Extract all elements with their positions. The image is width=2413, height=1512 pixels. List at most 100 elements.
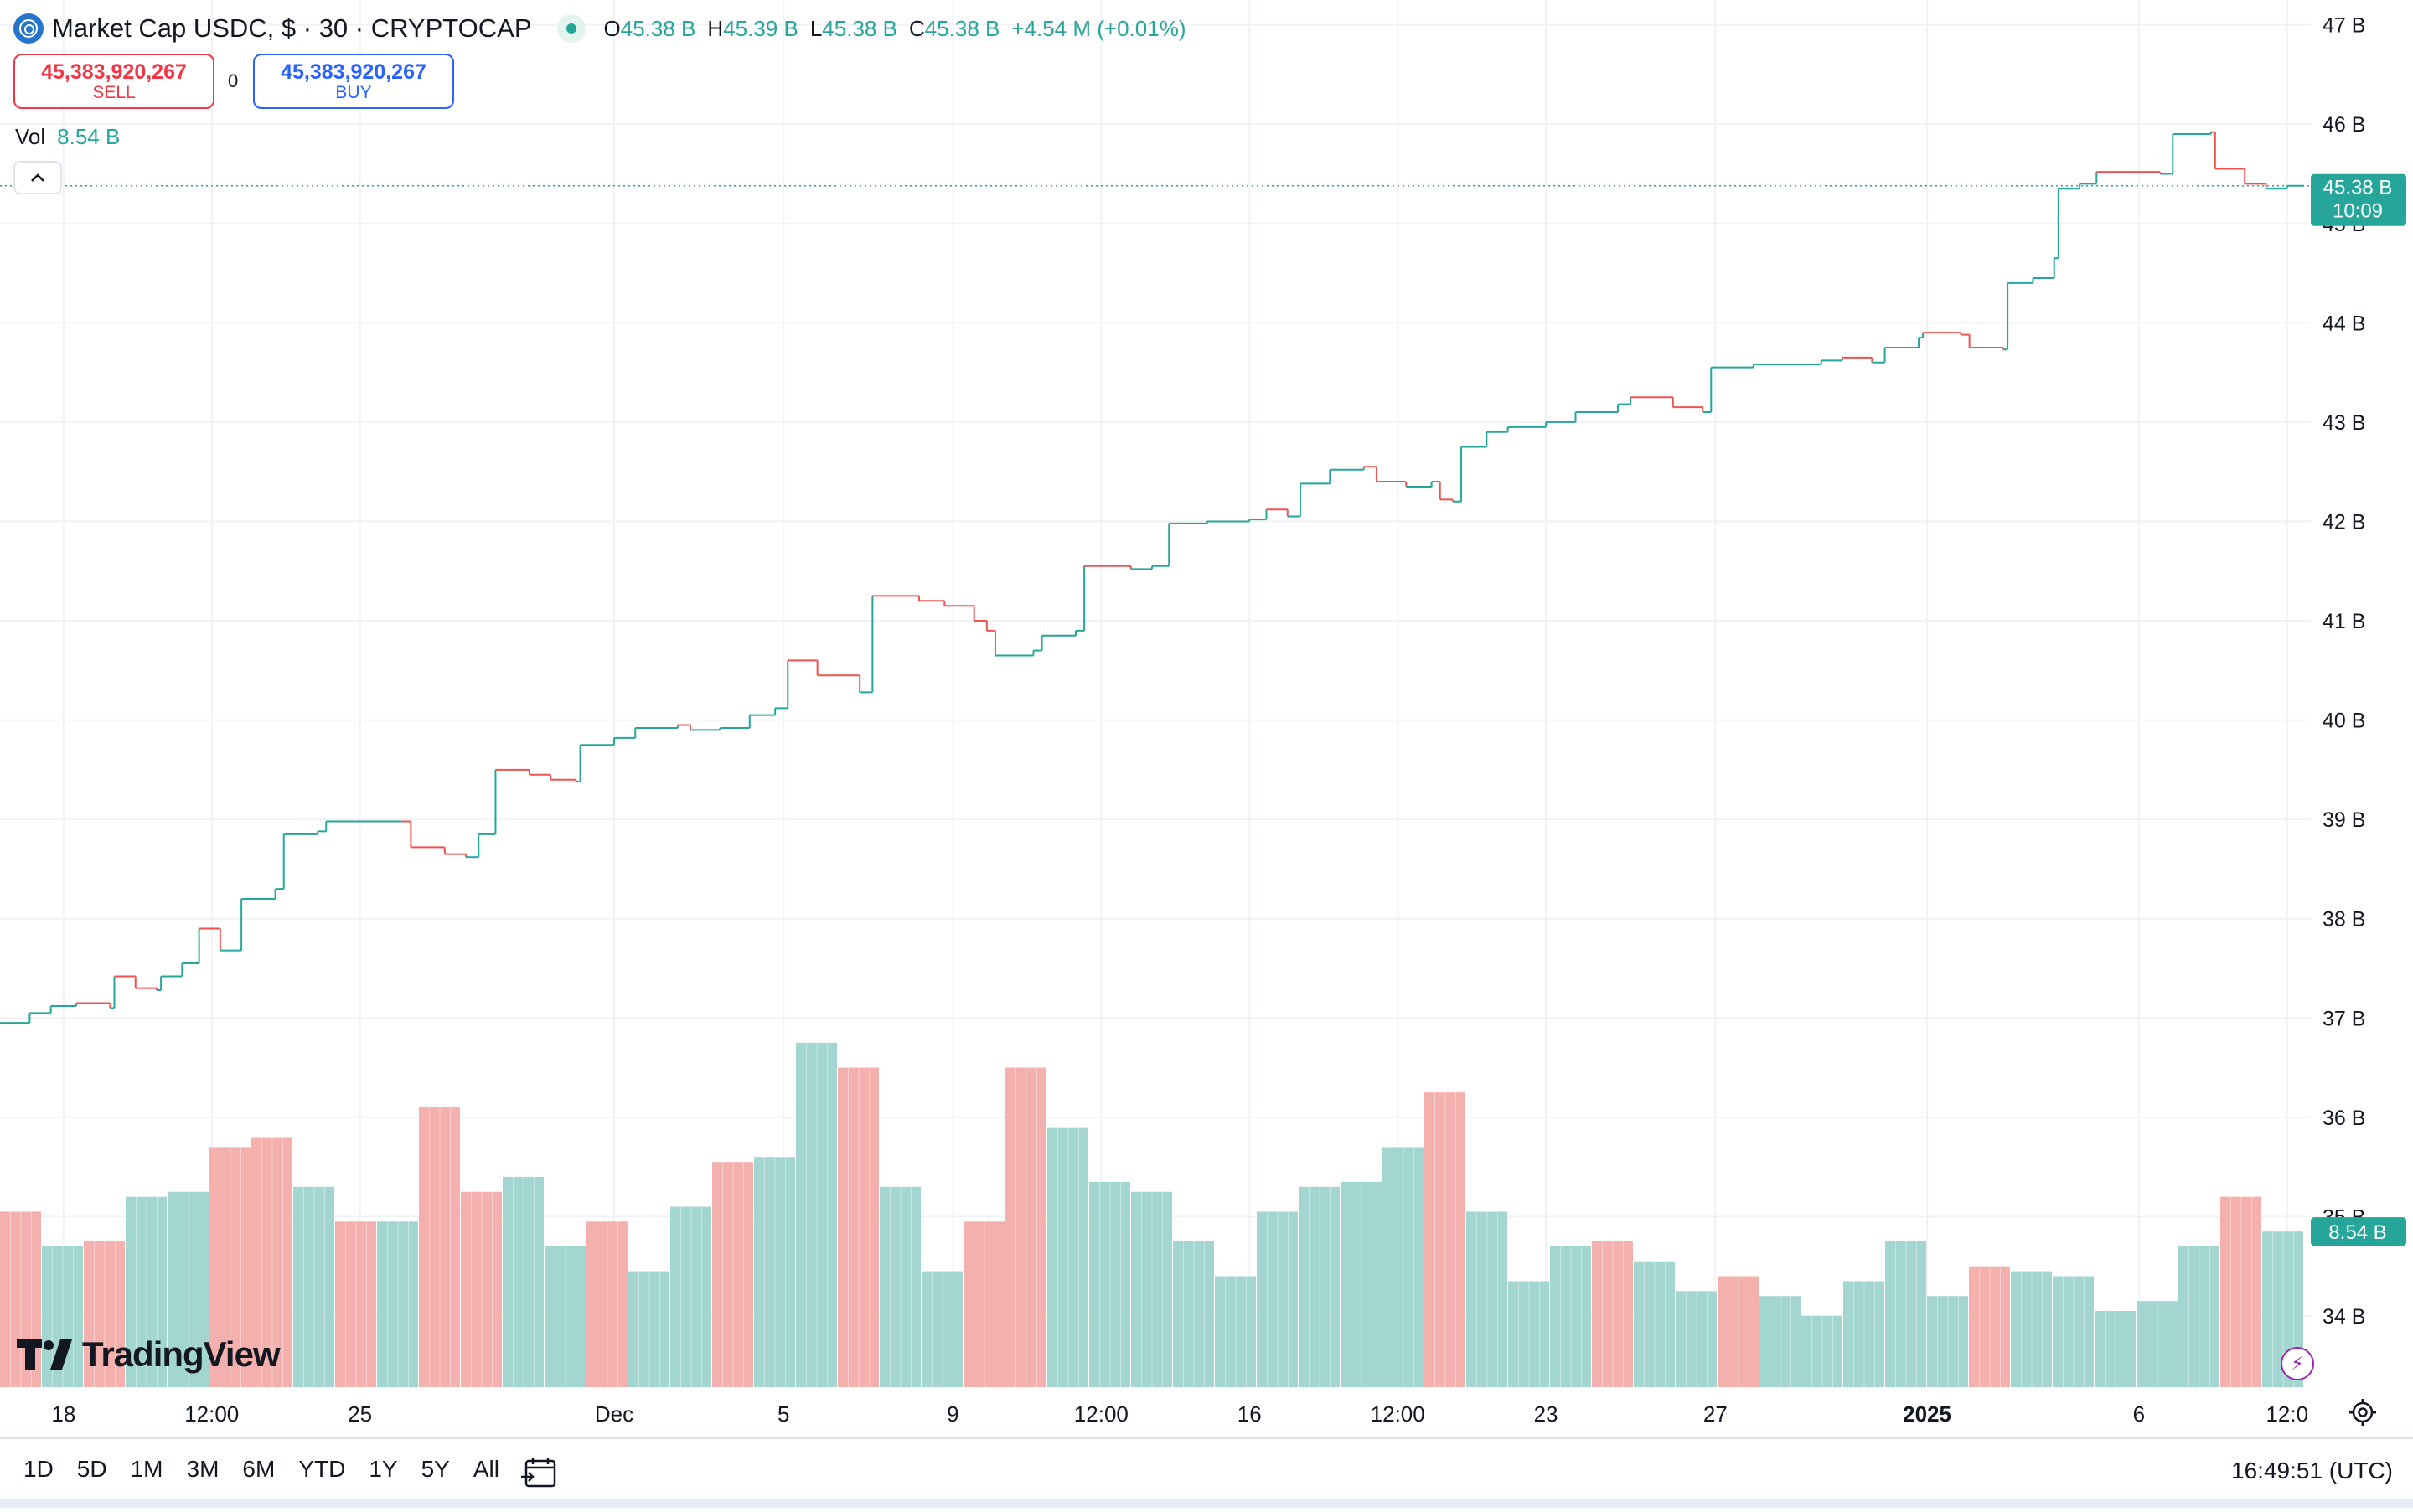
- last-volume-tag: 8.54 B: [2311, 1217, 2406, 1246]
- open-key: O: [603, 15, 621, 41]
- calendar-goto-icon[interactable]: [519, 1454, 561, 1493]
- volume-bar: [1885, 1241, 1926, 1387]
- utc-clock[interactable]: 16:49:51 (UTC): [2231, 1458, 2393, 1484]
- volume-bar: [84, 1241, 125, 1387]
- volume-bar: [1759, 1296, 1801, 1387]
- volume-bar: [209, 1147, 251, 1387]
- y-tick-label: 43 B: [2323, 411, 2365, 435]
- legend-row: Market Cap USDC, $ · 30 · CRYPTOCAP O45.…: [13, 10, 1186, 47]
- range-5y[interactable]: 5Y: [421, 1456, 450, 1482]
- y-tick-label: 40 B: [2323, 710, 2365, 733]
- volume-bar: [586, 1221, 628, 1387]
- x-tick-label: 6: [2133, 1401, 2145, 1427]
- volume-bar: [1969, 1266, 2010, 1387]
- y-tick-label: 37 B: [2323, 1007, 2365, 1030]
- x-tick-label: 12:00: [1371, 1401, 1425, 1427]
- market-status-dot-icon[interactable]: [556, 14, 586, 43]
- volume-bar: [1089, 1181, 1130, 1387]
- volume-bar: [2011, 1271, 2052, 1387]
- x-axis-background: [0, 1389, 2311, 1437]
- range-all[interactable]: All: [473, 1456, 499, 1482]
- footer-strip: [0, 1499, 2413, 1508]
- usdc-logo-icon[interactable]: [13, 13, 44, 44]
- buy-button[interactable]: 45,383,920,267 BUY: [253, 54, 454, 109]
- volume-bar: [251, 1137, 292, 1387]
- y-tick-label: 39 B: [2323, 808, 2365, 832]
- low-key: L: [809, 15, 823, 41]
- volume-bar: [796, 1042, 837, 1387]
- range-5d[interactable]: 5D: [76, 1456, 107, 1482]
- volume-bar: [2178, 1246, 2219, 1387]
- volume-bar: [2053, 1276, 2094, 1387]
- y-tick-label: 41 B: [2323, 610, 2365, 633]
- last-price-tag: 45.38 B 10:09: [2311, 173, 2406, 226]
- lightning-icon[interactable]: ⚡: [2281, 1347, 2314, 1380]
- x-axis[interactable]: 18 12:00 25 Dec 5 9 12:00 16 12:00 23 27 2025 6 12:0: [0, 1389, 2311, 1437]
- range-3m[interactable]: 3M: [186, 1456, 220, 1482]
- high-value: 45.39 B: [723, 15, 798, 41]
- price-line: [0, 131, 2304, 1024]
- sell-price: 45,383,920,267: [41, 60, 187, 84]
- sell-label: SELL: [92, 83, 136, 102]
- volume-bar: [754, 1157, 795, 1387]
- volume-bar: [168, 1191, 209, 1387]
- y-axis-background: [2311, 0, 2413, 1437]
- last-price-label: 45.38 B: [2323, 177, 2393, 199]
- volume-bar: [1299, 1186, 1340, 1387]
- volume-bar: [1341, 1181, 1382, 1387]
- gear-icon[interactable]: [2348, 1397, 2378, 1427]
- y-tick-label: 42 B: [2323, 510, 2365, 534]
- range-6m[interactable]: 6M: [242, 1456, 276, 1482]
- change-value: +4.54 M (+0.01%): [1011, 15, 1186, 41]
- volume-bars: [0, 1042, 2303, 1387]
- sell-button[interactable]: 45,383,920,267 SELL: [13, 54, 214, 109]
- low-value: 45.38 B: [822, 15, 897, 41]
- y-tick-label: 38 B: [2323, 908, 2365, 931]
- volume-bar: [1424, 1092, 1465, 1387]
- range-1y[interactable]: 1Y: [369, 1456, 398, 1482]
- buy-price: 45,383,920,267: [281, 60, 426, 84]
- x-tick-label: 23: [1534, 1401, 1558, 1427]
- volume-bar: [628, 1271, 669, 1387]
- volume-bar: [1843, 1281, 1884, 1387]
- open-value: 45.38 B: [620, 15, 696, 41]
- buy-label: BUY: [335, 83, 372, 102]
- tradingview-wordmark: TradingView: [82, 1334, 281, 1374]
- volume-bar: [1005, 1067, 1046, 1387]
- volume-bar: [377, 1221, 418, 1387]
- volume-bar: [964, 1221, 1005, 1387]
- tradingview-mark-icon: [17, 1339, 72, 1370]
- volume-bar: [1466, 1211, 1507, 1387]
- volume-bar: [2220, 1196, 2261, 1387]
- candle-countdown: 10:09: [2333, 200, 2383, 223]
- x-tick-label: 16: [1238, 1401, 1262, 1427]
- volume-bar: [1382, 1147, 1424, 1387]
- volume-bar: [1927, 1296, 1968, 1387]
- volume-bar: [461, 1191, 502, 1387]
- volume-bar: [1550, 1246, 1591, 1387]
- x-tick-label: 9: [947, 1401, 958, 1427]
- volume-bar: [293, 1186, 334, 1387]
- x-tick-label: 25: [348, 1401, 372, 1427]
- volume-bar: [922, 1271, 963, 1387]
- symbol-title[interactable]: Market Cap USDC, $ · 30 · CRYPTOCAP: [52, 13, 532, 43]
- collapse-legend-button[interactable]: [13, 161, 62, 194]
- x-tick-label: 12:0: [2266, 1401, 2308, 1427]
- volume-bar: [880, 1186, 921, 1387]
- volume-legend[interactable]: Vol 8.54 B: [15, 124, 120, 150]
- x-tick-label: 5: [778, 1401, 789, 1427]
- range-1m[interactable]: 1M: [130, 1456, 163, 1482]
- range-1d[interactable]: 1D: [23, 1456, 54, 1482]
- volume-bar: [838, 1067, 879, 1387]
- volume-bar: [1215, 1276, 1256, 1387]
- volume-bar: [670, 1206, 711, 1387]
- volume-bar: [1257, 1211, 1298, 1387]
- spread-value: 0: [228, 70, 239, 91]
- tradingview-logo[interactable]: TradingView: [17, 1332, 281, 1377]
- close-key: C: [908, 15, 925, 41]
- chevron-up-icon: [31, 173, 44, 182]
- volume-bar: [335, 1221, 376, 1387]
- range-ytd[interactable]: YTD: [298, 1456, 346, 1482]
